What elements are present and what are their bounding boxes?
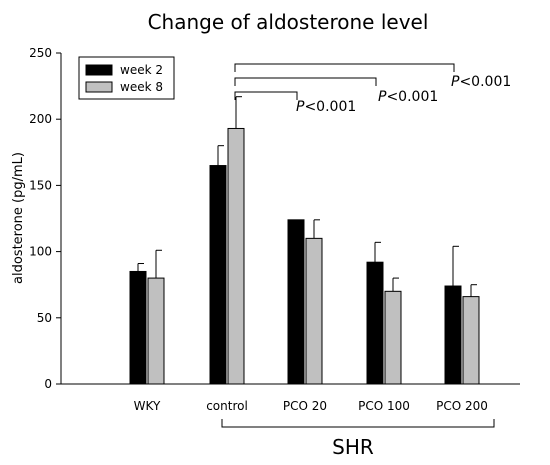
bar-week-2-1 [209,165,227,385]
bar-week-8-2 [305,237,323,385]
bar-week-8-3 [384,290,402,385]
bar-week-2-2 [287,219,305,385]
significance-bracket [234,77,377,86]
y-tick-label: 0 [44,377,52,391]
legend-swatch [85,64,113,76]
shr-group-label: SHR [332,435,374,459]
p-value-label: P<0.001 [451,74,511,90]
y-tick-label: 100 [29,245,52,259]
significance-bracket [234,63,455,72]
x-tick-label: PCO 100 [358,399,410,413]
y-axis-label: aldosterone (pg/mL) [11,152,26,284]
x-tick-label: WKY [134,399,161,413]
legend-swatch [85,81,113,93]
bar-week-8-1 [227,127,245,385]
bar-week-8-0 [147,277,165,385]
x-tick-label: control [206,399,248,413]
y-tick-label: 50 [37,311,52,325]
y-tick-label: 250 [29,46,52,60]
legend-label: week 8 [120,80,163,94]
x-tick-label: PCO 200 [436,399,488,413]
shr-group-bracket [221,419,495,428]
bar-week-2-0 [129,270,147,385]
p-value-label: P<0.001 [378,89,438,105]
bar-week-8-4 [462,296,480,385]
significance-bracket [234,91,298,100]
chart-title: Change of aldosterone level [148,10,429,34]
bar-week-2-4 [444,285,462,385]
legend-label: week 2 [120,63,163,77]
y-tick-label: 200 [29,112,52,126]
legend: week 2 week 8 [78,56,175,100]
bar-week-2-3 [366,261,384,385]
p-value-label: P<0.001 [296,99,356,115]
y-tick-label: 150 [29,178,52,192]
x-tick-label: PCO 20 [283,399,327,413]
